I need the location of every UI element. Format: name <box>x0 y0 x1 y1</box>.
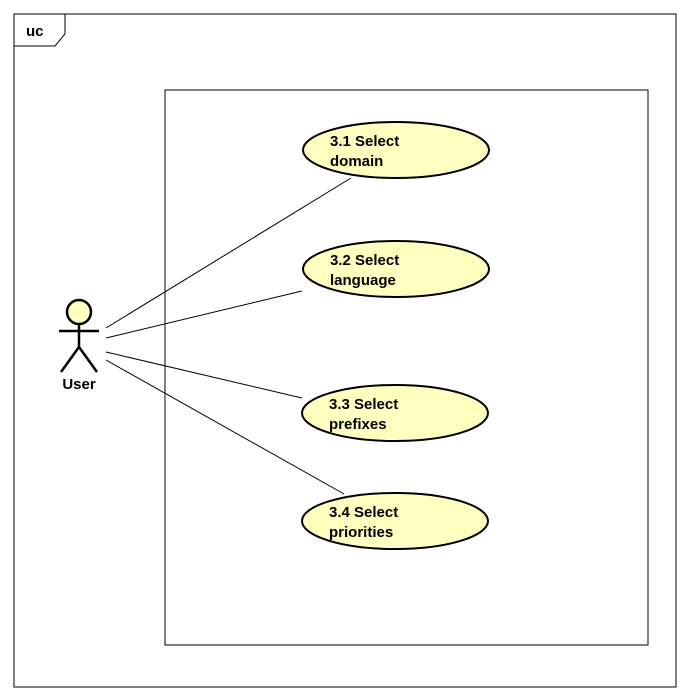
use-case-label: 3.1 Select domain <box>330 133 403 170</box>
use-case-oval <box>302 240 490 298</box>
frame-tag-outline <box>13 13 66 47</box>
use-case-oval <box>302 121 490 179</box>
use-case-label: 3.4 Select priorities <box>329 504 402 541</box>
use-case-oval <box>301 384 489 442</box>
use-case-3-1[interactable]: 3.1 Select domain <box>302 121 490 179</box>
use-case-3-2[interactable]: 3.2 Select language <box>302 240 490 298</box>
association-user-uc-3-4[interactable] <box>105 359 345 495</box>
use-case-label: 3.2 Select language <box>330 252 403 289</box>
association-user-uc-3-1[interactable] <box>105 177 352 329</box>
use-case-3-3[interactable]: 3.3 Select prefixes <box>301 384 489 442</box>
association-user-uc-3-3[interactable] <box>105 351 303 399</box>
actor-user[interactable]: User <box>59 298 99 393</box>
frame-tag-label: uc <box>26 23 44 40</box>
use-case-3-4[interactable]: 3.4 Select priorities <box>301 492 489 550</box>
actor-name: User <box>62 376 96 393</box>
association-user-uc-3-2[interactable] <box>105 290 303 339</box>
use-case-oval <box>301 492 489 550</box>
system-boundary <box>164 89 649 646</box>
use-case-label: 3.3 Select prefixes <box>329 396 402 433</box>
stick-figure-icon <box>59 298 99 373</box>
